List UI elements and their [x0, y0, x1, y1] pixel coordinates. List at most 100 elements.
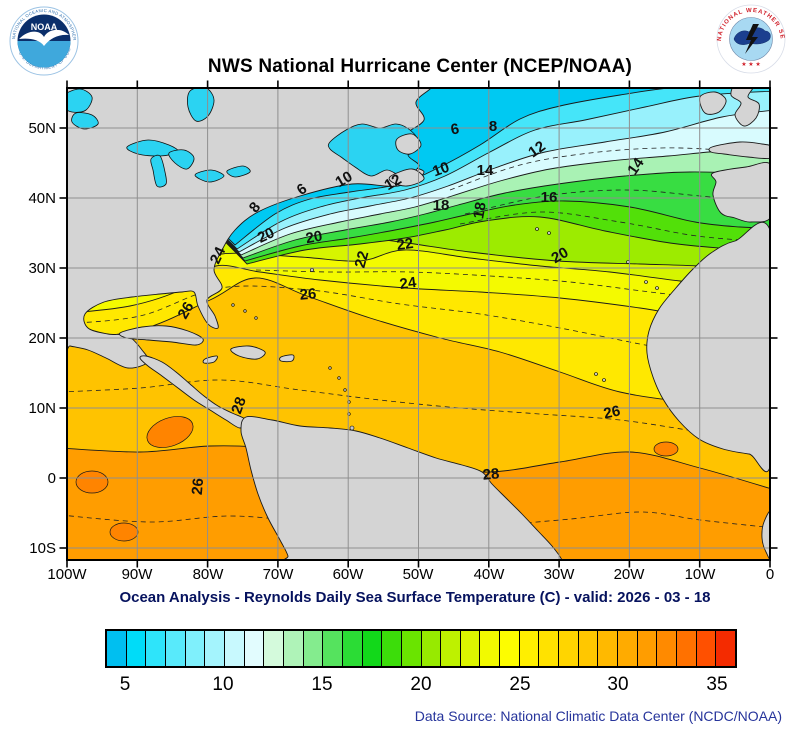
hispaniola [230, 345, 266, 360]
nova-scotia [388, 168, 425, 187]
axis-tick-marks [59, 80, 778, 568]
colorbar-segment [441, 631, 461, 666]
colorbar-segment [323, 631, 343, 666]
atlantic-canada-islands [388, 133, 425, 187]
colorbar-tick-label: 20 [410, 674, 432, 695]
cuba [118, 325, 204, 346]
colorbar-segment [283, 631, 304, 666]
iberia [710, 162, 770, 223]
bahamas-2 [243, 309, 247, 313]
hudson-bay [67, 88, 93, 113]
y-axis-label: 20N [28, 330, 56, 347]
contour-label: 26 [188, 477, 208, 496]
warm-patches [75, 416, 679, 542]
jamaica [202, 355, 218, 364]
colorbar-tick-label: 15 [311, 674, 333, 695]
y-axis-label: 30N [28, 260, 56, 277]
page-title: NWS National Hurricane Center (NCEP/NOAA… [207, 56, 633, 77]
colorbar-tick-label: 10 [212, 674, 234, 695]
colorbar-segment [264, 631, 284, 666]
y-axis-label: 50N [28, 120, 56, 137]
antilles-3 [343, 388, 347, 392]
hudson-bay-south [71, 112, 99, 130]
canary-1 [644, 280, 648, 284]
noaa-seagull-icon [19, 29, 69, 46]
lake-erie [194, 169, 225, 183]
contour-label: 28 [481, 465, 501, 484]
azores-2 [547, 231, 551, 235]
colorbar-tick-label: 5 [119, 674, 131, 695]
colorbar-segment [146, 631, 166, 666]
france [708, 141, 770, 160]
y-axis-label: 0 [47, 470, 56, 487]
colorbar-segment [559, 631, 579, 666]
colorbar-segment [401, 631, 422, 666]
colorbar-segment [637, 631, 658, 666]
antilles-1 [328, 366, 332, 370]
colorbar-segment [205, 631, 225, 666]
colorbar-segment [539, 631, 560, 666]
contour-label: 8 [488, 118, 498, 135]
colorbar-segment [500, 631, 520, 666]
x-axis-label: 20W [613, 566, 645, 583]
temperature-colorbar [105, 629, 737, 668]
canary-2 [655, 286, 659, 290]
data-source-note: Data Source: National Climatic Data Cent… [414, 708, 782, 724]
bahamas-3 [254, 316, 258, 320]
south-america [240, 416, 563, 560]
colorbar-tick-label: 30 [607, 674, 629, 695]
colorbar-segment [165, 631, 186, 666]
lake-ontario [226, 165, 251, 178]
colorbar-segment [657, 631, 678, 666]
x-axis-label: 60W [332, 566, 364, 583]
bahamas-1 [231, 303, 235, 307]
map-ocean-field [67, 88, 770, 560]
lake-michigan [150, 154, 167, 188]
x-axis-label: 80W [192, 566, 224, 583]
x-axis-label: 0 [765, 566, 775, 583]
ireland [699, 91, 727, 115]
azores-1 [535, 227, 539, 231]
noaa-acronym: NOAA [31, 22, 58, 32]
colorbar-tick-label: 25 [509, 674, 531, 695]
x-axis-label: 90W [121, 566, 153, 583]
colorbar-segment [716, 631, 735, 666]
contour-label: 18 [432, 197, 450, 214]
nws-stars: ★ ★ ★ [741, 61, 760, 68]
cape-verde-1 [594, 372, 598, 376]
colorbar-segment [598, 631, 619, 666]
colorbar-segment [421, 631, 442, 666]
colorbar-segment [244, 631, 265, 666]
y-axis-label: 10N [28, 400, 56, 417]
bermuda [310, 268, 314, 272]
colorbar-segment [618, 631, 638, 666]
colorbar-segment [303, 631, 324, 666]
contour-label: 16 [540, 189, 558, 206]
colorbar-segment [107, 631, 127, 666]
x-axis-label: 50W [402, 566, 434, 583]
x-axis-label: 30W [543, 566, 575, 583]
lat-lon-grid [67, 88, 770, 560]
lake-huron [168, 149, 195, 170]
y-axis-label: 40N [28, 190, 56, 207]
colorbar-segment [519, 631, 540, 666]
colorbar-segment [480, 631, 501, 666]
x-axis-label: 40W [473, 566, 505, 583]
newfoundland [395, 133, 422, 155]
map-caption: Ocean Analysis - Reynolds Daily Sea Surf… [119, 589, 711, 606]
puerto-rico [279, 354, 295, 363]
contour-label: 14 [476, 162, 494, 179]
colorbar-segment [382, 631, 402, 666]
colorbar-segment [224, 631, 245, 666]
antilles-2 [337, 376, 341, 380]
colorbar-segment [185, 631, 206, 666]
x-axis-label: 70W [262, 566, 294, 583]
x-axis-label: 10W [684, 566, 716, 583]
colorbar-segment [578, 631, 599, 666]
great-britain [730, 88, 760, 127]
y-axis-label: 10S [29, 540, 56, 557]
africa [646, 221, 770, 473]
nws-lightning-icon [745, 24, 759, 54]
